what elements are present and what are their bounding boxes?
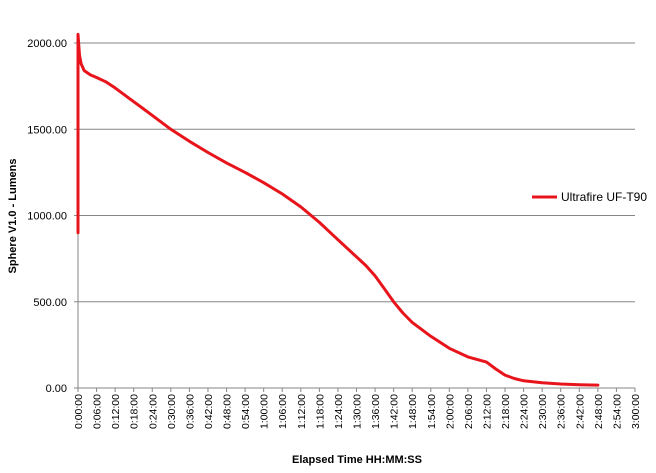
- x-tick-label: 0:12:00: [110, 394, 122, 429]
- y-tick-label: 500.00: [33, 297, 67, 309]
- x-tick-label: 1:30:00: [352, 394, 364, 429]
- x-tick-label: 0:36:00: [184, 394, 196, 429]
- legend: Ultrafire UF-T90: [532, 190, 647, 204]
- y-tick-label: 0.00: [46, 383, 67, 395]
- x-tick-label: 0:30:00: [166, 394, 178, 429]
- x-tick-label: 0:06:00: [92, 394, 104, 429]
- x-tick-label: 2:36:00: [556, 394, 568, 429]
- y-axis-ticks: 0.00 500.00 1000.00 1500.00 2000.00: [27, 38, 78, 395]
- x-tick-label: 1:06:00: [277, 394, 289, 429]
- x-tick-label: 0:24:00: [147, 394, 159, 429]
- x-tick-label: 2:00:00: [444, 394, 456, 429]
- x-tick-label: 1:00:00: [259, 394, 271, 429]
- y-tick-label: 1500.00: [27, 124, 67, 136]
- series-line: [76, 32, 600, 387]
- series-layer: [76, 32, 600, 387]
- x-tick-label: 1:18:00: [314, 394, 326, 429]
- x-tick-label: 1:48:00: [407, 394, 419, 429]
- x-tick-label: 1:54:00: [426, 394, 438, 429]
- x-tick-label: 1:36:00: [370, 394, 382, 429]
- x-tick-label: 0:54:00: [240, 394, 252, 429]
- y-axis-title: Sphere V1.0 - Lumens: [7, 159, 19, 274]
- x-tick-label: 2:06:00: [463, 394, 475, 429]
- x-tick-label: 2:48:00: [593, 394, 605, 429]
- x-tick-label: 0:00:00: [73, 394, 85, 429]
- y-tick-label: 2000.00: [27, 38, 67, 50]
- x-tick-label: 2:42:00: [574, 394, 586, 429]
- x-tick-label: 1:24:00: [333, 394, 345, 429]
- y-tick-label: 1000.00: [27, 211, 67, 223]
- x-axis-title: Elapsed Time HH:MM:SS: [292, 454, 422, 466]
- x-tick-label: 2:30:00: [537, 394, 549, 429]
- x-tick-label: 2:54:00: [611, 394, 623, 429]
- x-tick-label: 1:42:00: [389, 394, 401, 429]
- x-tick-label: 3:00:00: [630, 394, 642, 429]
- x-tick-label: 0:42:00: [203, 394, 215, 429]
- x-tick-label: 0:48:00: [222, 394, 234, 429]
- legend-label: Ultrafire UF-T90: [561, 190, 647, 204]
- x-tick-label: 2:18:00: [500, 394, 512, 429]
- x-tick-label: 2:12:00: [481, 394, 493, 429]
- x-tick-label: 0:18:00: [129, 394, 141, 429]
- grid-lines: [78, 42, 635, 303]
- x-tick-label: 2:24:00: [519, 394, 531, 429]
- x-axis-ticks: 0:00:00 0:06:00 0:12:00 0:18:00 0:24:00 0:30:…: [73, 388, 642, 429]
- x-tick-label: 1:12:00: [296, 394, 308, 429]
